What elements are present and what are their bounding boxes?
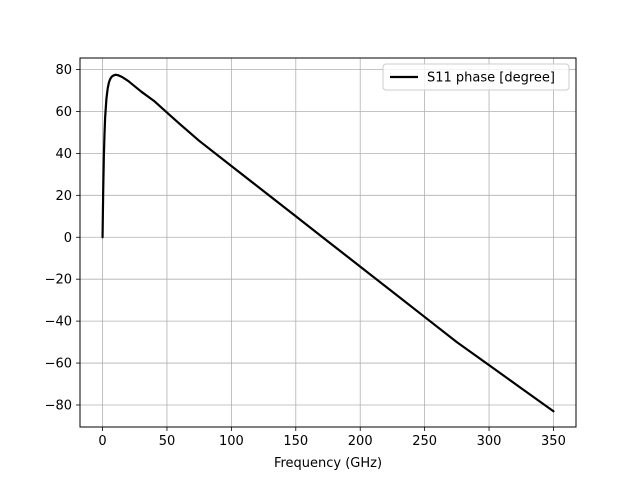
y-tick-label: −80 bbox=[45, 398, 72, 413]
x-tick-label: 300 bbox=[477, 434, 502, 449]
x-axis-label: Frequency (GHz) bbox=[274, 456, 382, 471]
x-tick-label: 100 bbox=[219, 434, 244, 449]
x-tick-label: 250 bbox=[412, 434, 437, 449]
x-tick-label: 150 bbox=[283, 434, 308, 449]
y-tick-label: 80 bbox=[55, 63, 72, 78]
x-axis: 0 50 100 150 200 250 300 350 bbox=[98, 427, 566, 449]
x-tick-label: 350 bbox=[541, 434, 566, 449]
legend: S11 phase [degree] bbox=[382, 63, 570, 91]
grid bbox=[80, 58, 576, 427]
y-tick-label: 0 bbox=[64, 231, 72, 246]
y-tick-label: 60 bbox=[55, 105, 72, 120]
y-tick-label: −60 bbox=[45, 357, 72, 372]
x-tick-label: 200 bbox=[348, 434, 373, 449]
y-tick-label: 40 bbox=[55, 147, 72, 162]
y-tick-label: −20 bbox=[45, 273, 72, 288]
series-layer bbox=[101, 73, 555, 413]
plot-frame bbox=[79, 57, 577, 428]
x-tick-label: 50 bbox=[159, 434, 176, 449]
series-line bbox=[101, 73, 555, 413]
x-tick-label: 0 bbox=[98, 434, 106, 449]
legend-label: S11 phase [degree] bbox=[427, 71, 555, 86]
legend-box bbox=[382, 63, 570, 91]
y-tick-label: 20 bbox=[55, 189, 72, 204]
y-tick-label: −40 bbox=[45, 315, 72, 330]
y-axis: −80 −60 −40 −20 0 20 40 60 80 bbox=[45, 63, 80, 413]
